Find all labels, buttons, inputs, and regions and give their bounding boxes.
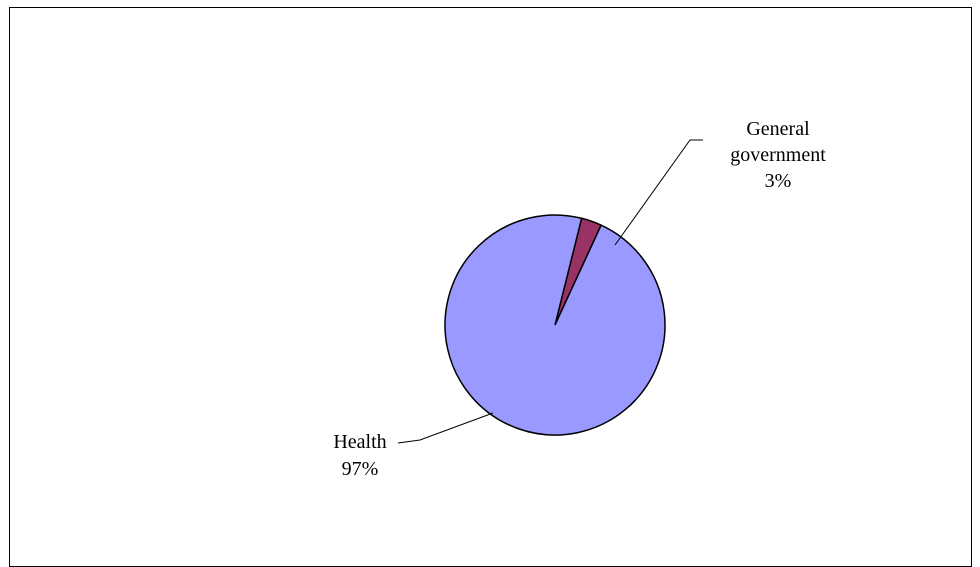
leader-line-health	[397, 412, 494, 444]
label-general-government-percent: 3%	[765, 170, 792, 192]
pie-slices	[444, 214, 666, 436]
label-health: Health	[333, 431, 386, 453]
label-health-percent: 97%	[342, 458, 379, 480]
label-general-government-line2: government	[730, 144, 826, 166]
leader-line-general-government	[614, 139, 703, 246]
label-general-government-line1: General	[746, 118, 810, 140]
pie-slice-health	[444, 214, 666, 436]
pie-chart: General government 3% Health 97%	[333, 118, 826, 480]
